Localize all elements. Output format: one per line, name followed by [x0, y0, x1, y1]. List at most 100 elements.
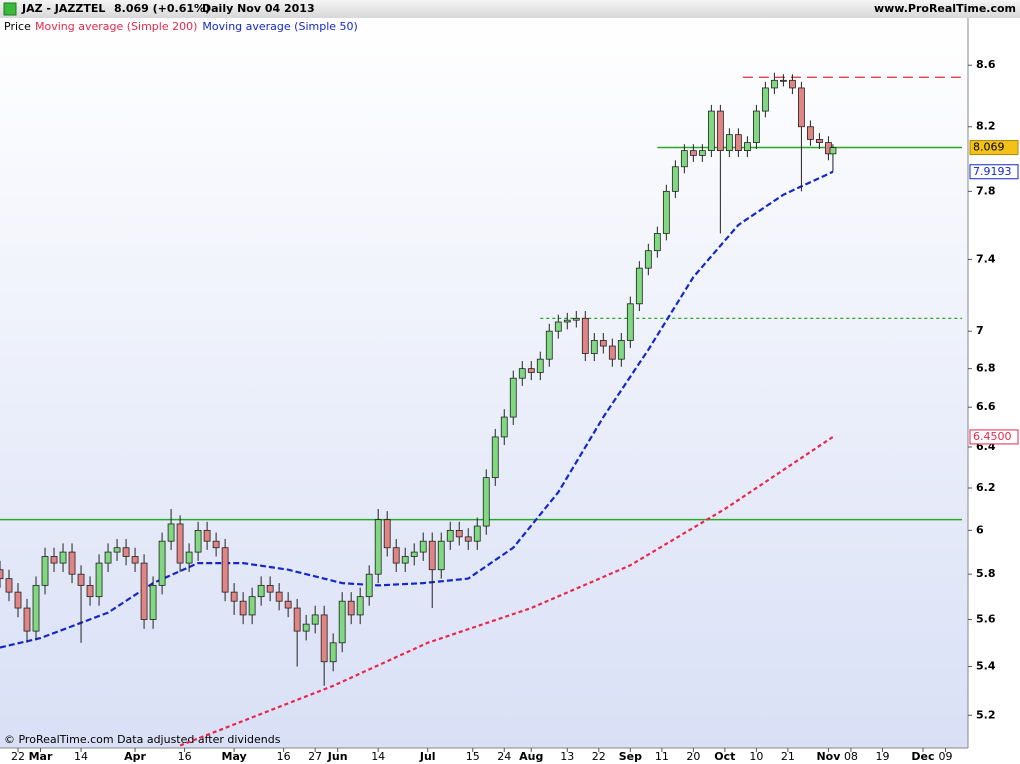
candle-body	[257, 584, 265, 598]
candle-body	[626, 303, 634, 341]
candle-body	[798, 87, 805, 128]
x-tick-label: 10	[749, 750, 763, 763]
candle-body	[780, 79, 787, 82]
x-tick-label: 16	[277, 750, 291, 763]
x-tick-label: May	[222, 750, 247, 763]
candle-body	[32, 584, 40, 632]
candle-body	[248, 596, 256, 616]
candle-body	[599, 340, 607, 347]
y-tick-label: 6	[976, 523, 984, 536]
x-tick-label: Jul	[419, 750, 436, 763]
candle-body	[545, 330, 553, 360]
x-tick-label: Nov	[816, 750, 841, 763]
candle-body	[113, 547, 121, 553]
candle-body	[419, 540, 427, 553]
y-tick-label: 6.6	[976, 400, 996, 413]
candle-body	[725, 134, 733, 152]
candle-body	[50, 556, 58, 564]
x-tick-label: Mar	[29, 750, 53, 763]
y-tick-label: 6.8	[976, 362, 996, 375]
header-symbol: JAZ - JAZZTEL	[21, 2, 105, 15]
header-bar	[0, 0, 1020, 18]
candle-body	[212, 540, 220, 549]
candle-body	[644, 250, 652, 269]
candle-body	[734, 134, 742, 152]
candle-body	[572, 317, 580, 321]
candle-body	[455, 529, 463, 538]
candle-body	[59, 551, 67, 564]
candle-body	[365, 573, 373, 598]
candle-body	[581, 317, 589, 354]
candle-body	[77, 573, 85, 586]
candle-body	[5, 578, 13, 593]
legend-entry: Moving average (Simple 200)	[35, 20, 197, 33]
y-tick-label: 5.8	[976, 567, 996, 580]
candle-body	[185, 551, 193, 564]
candle-body	[284, 600, 292, 609]
candle-body	[789, 79, 796, 89]
x-tick-label: 20	[686, 750, 700, 763]
candle-body	[716, 110, 724, 152]
candle-body	[338, 600, 346, 644]
candle-body	[671, 166, 679, 192]
candle-body	[428, 540, 436, 571]
header-price: 8.069 (+0.61%)	[114, 2, 210, 15]
candle-body	[14, 591, 22, 609]
legend-price: Price	[4, 20, 31, 33]
x-tick-label: 19	[875, 750, 889, 763]
candle-body	[158, 540, 166, 586]
candle-body	[473, 525, 481, 542]
x-tick-label: 24	[497, 750, 511, 763]
candle-body	[518, 368, 526, 379]
y-tick-label: 7.4	[976, 252, 996, 265]
last-value-label: 6.4500	[973, 430, 1012, 443]
candle-body	[122, 547, 130, 557]
candle-body	[0, 569, 4, 580]
candle-body	[536, 358, 544, 373]
candle-body	[482, 477, 490, 527]
footer-note: © ProRealTime.com Data adjusted after di…	[4, 733, 281, 746]
candle-body	[680, 150, 688, 168]
x-tick-label: 14	[74, 750, 88, 763]
x-tick-label: Apr	[124, 750, 146, 763]
last-value-box	[969, 140, 1019, 156]
candle-body	[635, 267, 643, 305]
candle-body	[653, 233, 661, 252]
candle-body	[293, 607, 301, 632]
candle-body	[698, 150, 706, 156]
candle-body	[527, 368, 535, 373]
moving-average	[179, 435, 834, 747]
candle-body	[140, 562, 148, 620]
candle-body	[464, 536, 472, 542]
legend-entry: Moving average (Simple 50)	[202, 20, 357, 33]
x-tick-label: 15	[466, 750, 480, 763]
candle-body	[662, 190, 670, 234]
x-tick-label: 16	[178, 750, 192, 763]
candle-body	[617, 340, 625, 360]
x-tick-label: 22	[592, 750, 606, 763]
candle-body	[509, 377, 517, 418]
candle-body	[329, 642, 337, 663]
y-tick-label: 6.2	[976, 481, 996, 494]
candle-body	[608, 345, 616, 360]
candle-body	[554, 321, 562, 332]
y-tick-label: 7.8	[976, 184, 996, 197]
x-tick-label: 08	[844, 750, 858, 763]
y-tick-label: 8.2	[976, 120, 996, 133]
header-period: Daily Nov 04 2013	[202, 2, 315, 15]
x-tick-label: Jun	[327, 750, 348, 763]
header-icon	[3, 2, 17, 16]
x-tick-label: 27	[308, 750, 322, 763]
x-tick-label: Sep	[619, 750, 642, 763]
candle-body	[347, 600, 355, 616]
candle-body	[68, 551, 76, 575]
candle-body	[356, 596, 364, 616]
candle-body	[320, 614, 328, 663]
candle-body	[829, 147, 837, 155]
candle-body	[374, 519, 382, 575]
candle-body	[302, 623, 310, 632]
x-tick-label: Dec	[911, 750, 934, 763]
last-value-label: 8.069	[973, 141, 1005, 154]
candle-body	[95, 562, 103, 598]
